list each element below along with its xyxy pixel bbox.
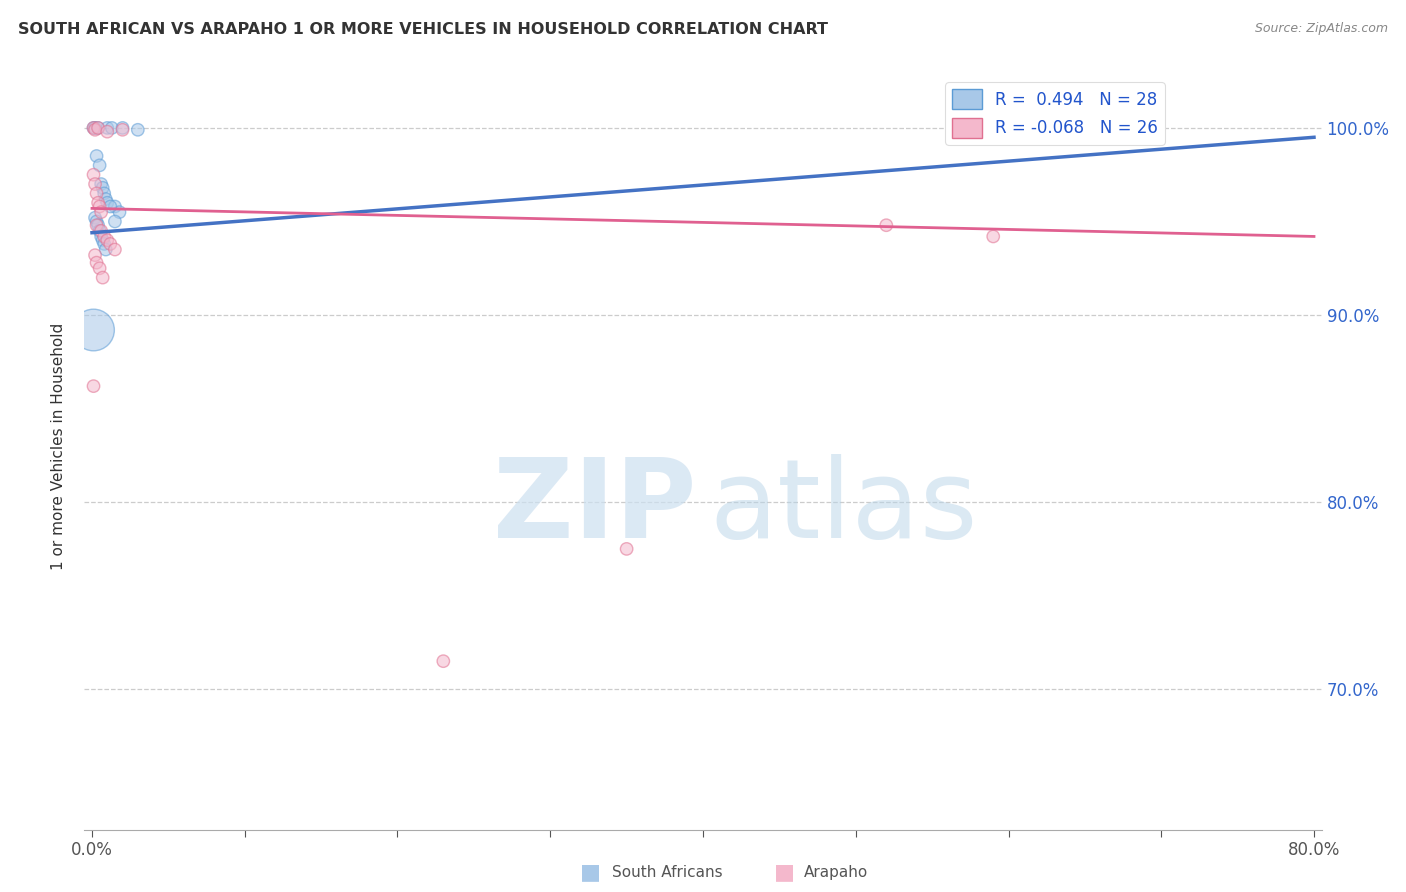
Point [93, 229, 115, 244]
Point [87, 218, 110, 232]
Point [83, 120, 105, 135]
Point [86, 149, 108, 163]
Point [91, 181, 114, 195]
Point [89, 261, 111, 276]
Text: South Africans: South Africans [612, 865, 723, 880]
Point [84, 211, 107, 225]
Point [104, 243, 127, 257]
Point [93, 236, 115, 251]
Point [83, 379, 105, 393]
Point [96, 195, 118, 210]
Point [616, 541, 638, 556]
Point [90, 224, 112, 238]
Point [111, 123, 134, 137]
Point [94, 243, 117, 257]
Point [89, 200, 111, 214]
Point [875, 218, 897, 232]
Point [86, 214, 108, 228]
Point [90, 229, 112, 244]
Point [84, 177, 107, 191]
Point [84, 123, 107, 137]
Legend: R =  0.494   N = 28, R = -0.068   N = 26: R = 0.494 N = 28, R = -0.068 N = 26 [945, 82, 1164, 145]
Point [104, 214, 127, 228]
Point [104, 200, 127, 214]
Point [108, 205, 131, 219]
Point [94, 192, 117, 206]
Point [89, 158, 111, 172]
Point [101, 120, 124, 135]
Point [86, 218, 108, 232]
Point [87, 195, 110, 210]
Text: Arapaho: Arapaho [804, 865, 869, 880]
Point [90, 205, 112, 219]
Point [86, 255, 108, 269]
Point [91, 233, 114, 247]
Point [84, 248, 107, 262]
Point [86, 186, 108, 201]
Point [91, 270, 114, 285]
Y-axis label: 1 or more Vehicles in Household: 1 or more Vehicles in Household [51, 322, 66, 570]
Point [967, 125, 990, 139]
Point [96, 233, 118, 247]
Text: ■: ■ [581, 863, 600, 882]
Point [83, 168, 105, 182]
Text: ZIP: ZIP [494, 454, 697, 561]
Point [83, 120, 105, 135]
Point [84, 120, 107, 135]
Point [98, 236, 121, 251]
Text: SOUTH AFRICAN VS ARAPAHO 1 OR MORE VEHICLES IN HOUSEHOLD CORRELATION CHART: SOUTH AFRICAN VS ARAPAHO 1 OR MORE VEHIC… [18, 22, 828, 37]
Text: ■: ■ [775, 863, 794, 882]
Point [98, 200, 121, 214]
Point [96, 120, 118, 135]
Point [432, 654, 454, 668]
Point [111, 120, 134, 135]
Point [981, 229, 1004, 244]
Point [87, 120, 110, 135]
Text: atlas: atlas [709, 454, 977, 561]
Point [87, 120, 110, 135]
Point [89, 224, 111, 238]
Point [93, 186, 115, 201]
Point [127, 123, 149, 137]
Text: Source: ZipAtlas.com: Source: ZipAtlas.com [1254, 22, 1388, 36]
Point [83, 323, 105, 337]
Point [90, 177, 112, 191]
Point [96, 125, 118, 139]
